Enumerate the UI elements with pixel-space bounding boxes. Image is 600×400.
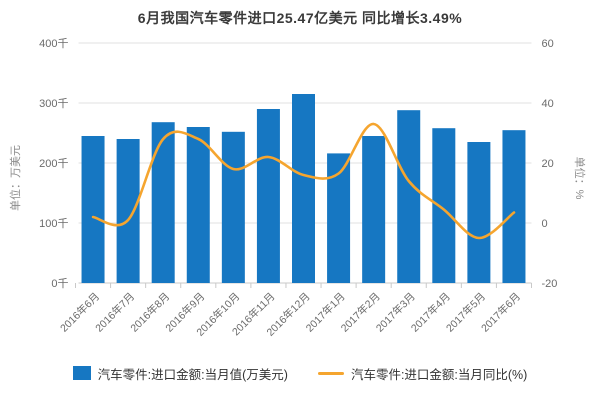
legend-item-import-value[interactable]: 汽车零件:进口金额:当月值(万美元) bbox=[72, 364, 288, 383]
bar-2017年5月 bbox=[467, 142, 491, 283]
bar-2016年10月 bbox=[221, 131, 245, 283]
bar-2017年2月 bbox=[362, 136, 386, 283]
bar-2016年9月 bbox=[186, 127, 210, 283]
right-axis-tick-label: 0 bbox=[542, 218, 548, 230]
bar-2016年8月 bbox=[151, 122, 175, 283]
left-axis-title: 单位：万美元 bbox=[8, 145, 22, 211]
right-axis-title: 单位：% bbox=[573, 157, 587, 200]
chart-legend: 汽车零件:进口金额:当月值(万美元) 汽车零件:进口金额:当月同比(%) bbox=[0, 362, 600, 384]
legend-item-yoy-growth[interactable]: 汽车零件:进口金额:当月同比(%) bbox=[317, 364, 528, 383]
bar-2016年6月 bbox=[81, 136, 105, 283]
bar-series-swatch-icon bbox=[72, 366, 91, 380]
bar-2017年6月 bbox=[502, 130, 526, 283]
left-axis-tick-label: 100千 bbox=[39, 217, 68, 230]
right-axis-tick-label: 40 bbox=[542, 98, 554, 110]
right-axis-tick-label: -20 bbox=[542, 278, 558, 290]
bar-2016年7月 bbox=[116, 139, 140, 283]
left-axis-tick-label: 0千 bbox=[51, 277, 68, 290]
bar-2016年12月 bbox=[292, 94, 315, 283]
legend-label: 汽车零件:进口金额:当月值(万美元) bbox=[97, 367, 288, 382]
bar-2017年1月 bbox=[327, 153, 351, 283]
chart-title: 6月我国汽车零件进口25.47亿美元 同比增长3.49% bbox=[137, 10, 463, 26]
left-axis-tick-label: 400千 bbox=[39, 37, 68, 50]
left-axis-tick-label: 300千 bbox=[39, 97, 68, 110]
line-series-swatch-icon bbox=[317, 371, 344, 375]
right-axis-tick-label: 20 bbox=[542, 158, 554, 170]
legend-label: 汽车零件:进口金额:当月同比(%) bbox=[350, 367, 528, 382]
bar-2017年4月 bbox=[432, 128, 456, 283]
right-axis-tick-label: 60 bbox=[542, 38, 554, 50]
bar-2017年3月 bbox=[397, 110, 421, 283]
bar-2016年11月 bbox=[256, 109, 280, 283]
yoy-trend-line bbox=[91, 122, 516, 240]
left-axis-tick-label: 200千 bbox=[39, 157, 68, 170]
